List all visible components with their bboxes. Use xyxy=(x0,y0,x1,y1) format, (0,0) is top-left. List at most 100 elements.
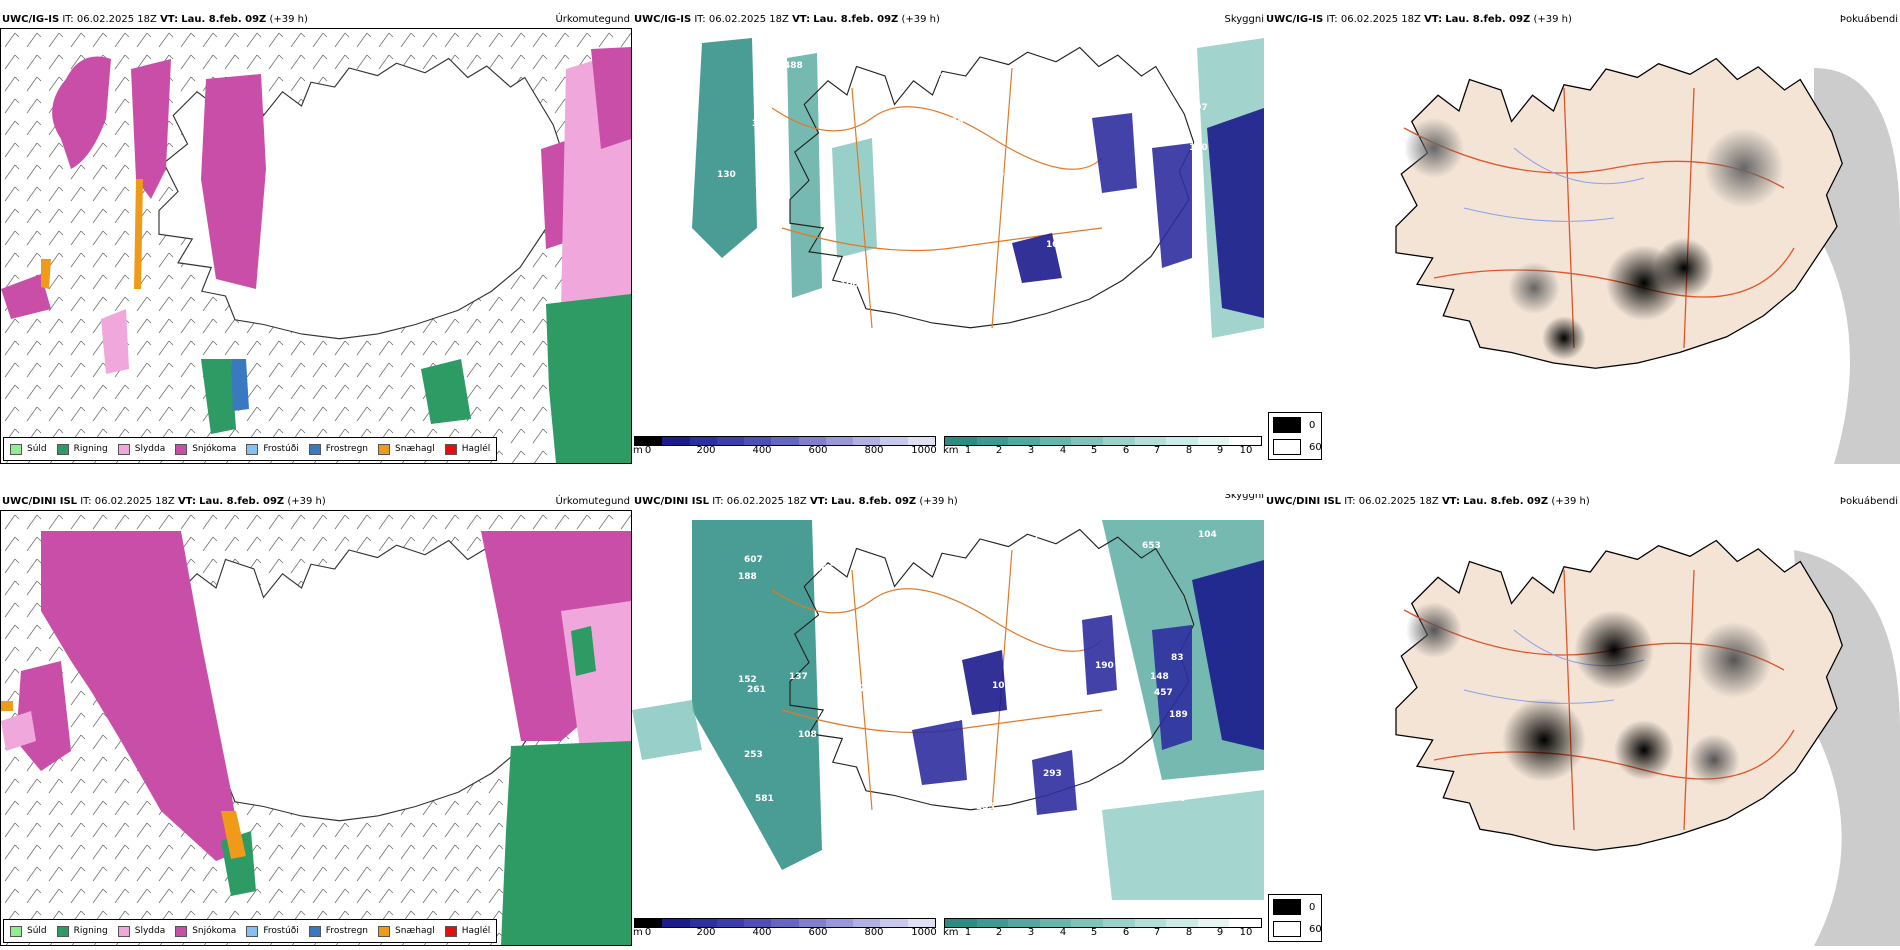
model-name: UWC/IG-IS xyxy=(2,14,60,25)
panel-header: UWC/IG-IS IT: 06.02.2025 18Z VT: Lau. 8.… xyxy=(634,14,940,25)
colorbar-segment xyxy=(1008,919,1040,927)
cloud-panel-top: UWC/IG-IS IT: 06.02.2025 18Z VT: Lau. 8.… xyxy=(632,12,1264,464)
cloud-map: 878 457 581 302 298 210 253 323 411 269 188 152 607 2… xyxy=(632,510,1264,946)
colorbar-segment xyxy=(907,437,935,445)
cloud-base-label: 148 xyxy=(1150,672,1169,682)
cloud-base-colorbar: m 0 200 400 600 800 1000 xyxy=(633,436,937,462)
cloud-base-label: 128 xyxy=(853,684,872,694)
cloud-base-label: 95 xyxy=(920,195,933,205)
cloud-base-label: 269 xyxy=(1007,820,1026,830)
colorbar-segment xyxy=(1008,437,1040,445)
cloud-base-label: 200 xyxy=(763,113,782,123)
precip-panel-bottom: UWC/DINI ISL IT: 06.02.2025 18Z VT: Lau.… xyxy=(0,494,632,946)
fog-legend-bottom: 0 60 xyxy=(1268,894,1322,942)
panel-title: Skyggni xyxy=(1224,14,1264,25)
cloud-base-label: 94 xyxy=(1041,130,1054,140)
cloud-base-label: 302 xyxy=(824,544,843,554)
cloud-base-label: 865 xyxy=(947,214,966,224)
colorbar-segment xyxy=(1197,437,1230,445)
valid-time: Lau. 8.feb. 09Z xyxy=(199,496,285,507)
cloud-base-label: 653 xyxy=(1142,541,1161,551)
legend-item: Snæhagl xyxy=(378,443,435,455)
colorbar-segment xyxy=(880,437,908,445)
cloud-base-label: 152 xyxy=(738,675,757,685)
legend-item: Súld xyxy=(10,925,47,937)
cloud-base-label: 104 xyxy=(1198,530,1217,540)
colorbar-segment xyxy=(945,919,977,927)
cloud-panel-bottom: UWC/DINI ISL IT: 06.02.2025 18Z VT: Lau.… xyxy=(632,494,1264,946)
precip-panel-top: UWC/IG-IS IT: 06.02.2025 18Z VT: Lau. 8.… xyxy=(0,12,632,464)
legend-item: Snæhagl xyxy=(378,925,435,937)
colorbar-segment xyxy=(798,437,826,445)
cloud-base-label: 220 xyxy=(983,192,1002,202)
panel-header: UWC/DINI ISL IT: 06.02.2025 18Z VT: Lau.… xyxy=(2,496,326,507)
cloud-base-colorbar: m 0 200 400 600 800 1000 xyxy=(633,918,937,944)
colorbar-segment xyxy=(945,437,977,445)
cloud-base-label: 124 xyxy=(920,298,939,308)
visibility-colorbar: km 1 2 3 4 5 6 7 8 9 10 xyxy=(943,918,1262,944)
cloud-base-label: 12 xyxy=(899,615,912,625)
colorbar-segment xyxy=(662,437,690,445)
cloud-base-label: 253 xyxy=(744,750,763,760)
cloud-map: 865 318 249 449 840 1000 523 65 981 220 488 96 230 89… xyxy=(632,28,1264,464)
legend-item: Slydda xyxy=(117,925,165,937)
fog-map xyxy=(1314,510,1900,946)
cloud-base-label: 189 xyxy=(1169,710,1188,720)
legend-item: Rigning xyxy=(56,443,108,455)
fog-legend-top: 0 60 xyxy=(1268,412,1322,460)
cloud-base-label: 962 xyxy=(910,211,929,221)
panel-title: Þokuábendi xyxy=(1839,496,1898,507)
fog-panel-bottom: UWC/DINI ISL IT: 06.02.2025 18Z VT: Lau.… xyxy=(1264,494,1900,946)
cloud-base-label: 323 xyxy=(1055,547,1074,557)
cloud-base-label: 137 xyxy=(789,672,808,682)
cloud-base-label: 261 xyxy=(747,685,766,695)
cloud-base-label: 88 xyxy=(733,324,746,334)
cloud-base-label: 255 xyxy=(976,802,995,812)
cloud-base-label: 318 xyxy=(752,119,771,129)
cloud-base-label: 757 xyxy=(1034,531,1053,541)
cloud-base-label: 188 xyxy=(738,572,757,582)
cloud-base-label: 280 xyxy=(1167,794,1186,804)
fog-map xyxy=(1314,28,1900,464)
legend-item: Rigning xyxy=(56,925,108,937)
cloud-base-label: 449 xyxy=(733,310,752,320)
colorbar-segment xyxy=(1134,919,1167,927)
colorbar-segment xyxy=(689,919,717,927)
colorbar-segment xyxy=(771,437,799,445)
cloud-base-label: 1119 xyxy=(781,342,806,352)
cloud-base-label: 193 xyxy=(1087,242,1106,252)
legend-item: Frostúði xyxy=(246,925,299,937)
colorbar-segment xyxy=(976,437,1009,445)
cloud-base-label: 840 xyxy=(998,169,1017,179)
precip-legend: Súld Rigning Slydda Snjókoma Frostúði Fr… xyxy=(3,919,498,943)
cloud-base-label: 100 xyxy=(1189,143,1208,153)
colorbar-segment xyxy=(716,919,745,927)
cloud-base-label: 523 xyxy=(1034,69,1053,79)
cloud-base-label: 666 xyxy=(815,564,834,574)
colorbar-segment xyxy=(1039,919,1072,927)
cloud-base-label: 160 xyxy=(867,644,886,654)
colorbar-segment xyxy=(1071,919,1103,927)
colorbar-segment xyxy=(1102,919,1135,927)
cloud-base-label: 210 xyxy=(1101,790,1120,800)
colorbar-segment xyxy=(744,437,772,445)
precip-legend: Súld Rigning Slydda Snjókoma Frostúði Fr… xyxy=(3,437,498,461)
cloud-base-label: 613 xyxy=(1073,729,1092,739)
legend-item: Frostúði xyxy=(246,443,299,455)
colorbar-segment xyxy=(1039,437,1072,445)
panel-title: Þokuábendi xyxy=(1839,14,1898,25)
colorbar-segment xyxy=(1166,437,1198,445)
cloud-base-label: 488 xyxy=(784,61,803,71)
colorbar-segment xyxy=(798,919,826,927)
colorbar-segment xyxy=(1071,437,1103,445)
colorbar-segment xyxy=(853,437,881,445)
cloud-base-label: 209 xyxy=(1006,167,1025,177)
colorbar-segment xyxy=(689,437,717,445)
init-time: 06.02.2025 18Z xyxy=(76,14,157,25)
colorbar-segment xyxy=(907,919,935,927)
panel-header: UWC/DINI ISL IT: 06.02.2025 18Z VT: Lau.… xyxy=(1266,496,1590,507)
colorbar-segment xyxy=(662,919,690,927)
cloud-base-label: 108 xyxy=(798,730,817,740)
model-name: UWC/DINI ISL xyxy=(2,496,78,507)
legend-item: Haglél xyxy=(444,925,490,937)
